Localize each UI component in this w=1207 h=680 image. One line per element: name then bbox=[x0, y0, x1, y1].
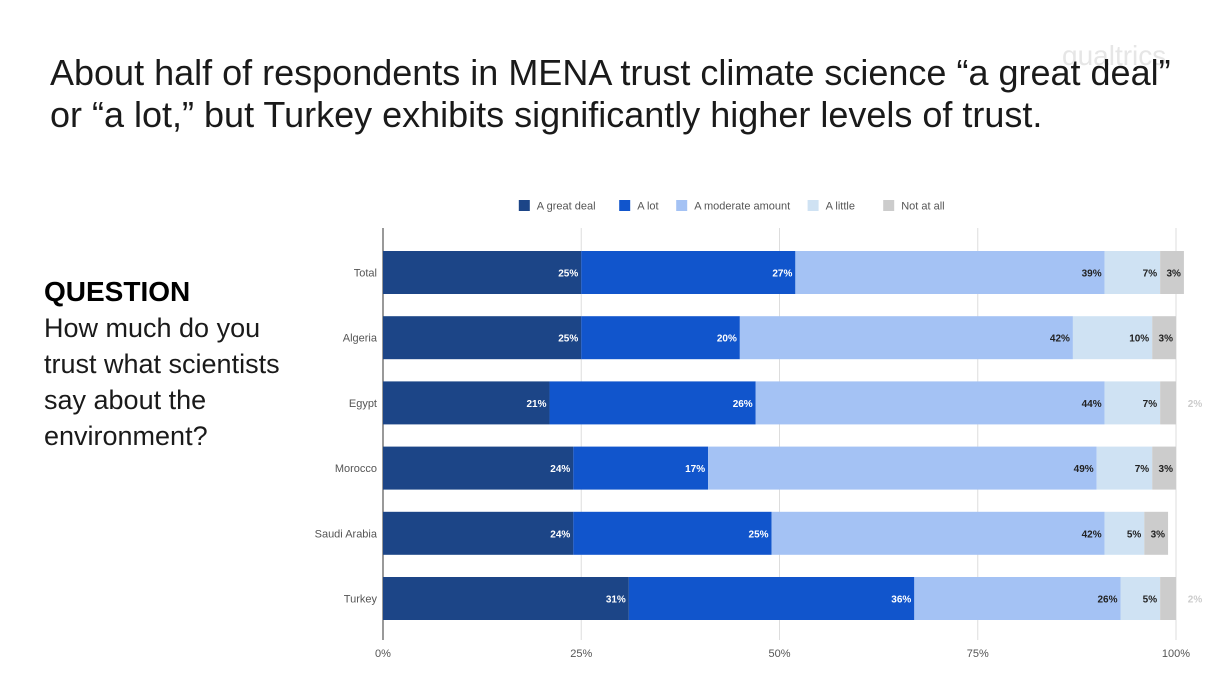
bar-segment bbox=[708, 446, 1097, 490]
x-tick-label: 100% bbox=[1162, 648, 1190, 660]
data-label: 39% bbox=[1082, 269, 1102, 280]
bar-segment bbox=[1072, 316, 1153, 360]
data-label: 26% bbox=[1097, 595, 1117, 606]
legend-swatch bbox=[619, 200, 631, 211]
bar-segment bbox=[383, 577, 629, 620]
bar-segment bbox=[628, 577, 915, 620]
data-label: 2% bbox=[1188, 399, 1203, 410]
bar-segment bbox=[795, 251, 1105, 294]
legend-label: Not at all bbox=[901, 201, 944, 213]
x-tick-label: 0% bbox=[375, 648, 391, 660]
bar-segment bbox=[549, 381, 756, 425]
bar-segment bbox=[1144, 511, 1169, 555]
category-label: Saudi Arabia bbox=[315, 528, 378, 540]
legend-swatch bbox=[676, 200, 688, 211]
bar-segment bbox=[1160, 251, 1184, 294]
bar-segment bbox=[581, 316, 740, 360]
data-label: 17% bbox=[685, 464, 705, 475]
bar-segment bbox=[383, 446, 574, 490]
category-label: Turkey bbox=[344, 594, 378, 606]
data-label: 3% bbox=[1159, 334, 1174, 345]
data-label: 25% bbox=[749, 529, 769, 540]
question-panel: QUESTION How much do you trust what scie… bbox=[44, 276, 304, 454]
question-text: How much do you trust what scientists sa… bbox=[44, 313, 280, 451]
legend-label: A moderate amount bbox=[694, 201, 790, 213]
bar-segment bbox=[1104, 251, 1161, 294]
data-label: 27% bbox=[772, 269, 792, 280]
data-label: 31% bbox=[606, 595, 626, 606]
bar-segment bbox=[1120, 577, 1161, 620]
legend-swatch bbox=[518, 200, 530, 211]
qualtrics-logo: qualtrics bbox=[1062, 40, 1167, 71]
bar-segment bbox=[1104, 511, 1145, 555]
data-label: 10% bbox=[1129, 334, 1149, 345]
bar-segment bbox=[755, 381, 1105, 425]
data-label: 20% bbox=[717, 334, 737, 345]
data-label: 24% bbox=[550, 529, 570, 540]
category-label: Morocco bbox=[335, 463, 377, 475]
data-label: 3% bbox=[1166, 269, 1181, 280]
x-tick-label: 25% bbox=[570, 648, 592, 660]
bar-segment bbox=[383, 316, 582, 360]
bar-segment bbox=[1160, 577, 1176, 620]
data-label: 7% bbox=[1143, 399, 1158, 410]
bar-segment bbox=[383, 251, 582, 294]
data-label: 5% bbox=[1127, 529, 1142, 540]
x-tick-label: 75% bbox=[967, 648, 989, 660]
data-label: 42% bbox=[1050, 334, 1070, 345]
x-tick-label: 50% bbox=[768, 648, 790, 660]
bar-segment bbox=[1104, 381, 1161, 425]
data-label: 36% bbox=[891, 595, 911, 606]
data-label: 26% bbox=[733, 399, 753, 410]
data-label: 42% bbox=[1082, 529, 1102, 540]
data-label: 44% bbox=[1082, 399, 1102, 410]
category-label: Algeria bbox=[343, 333, 378, 345]
data-label: 25% bbox=[558, 334, 578, 345]
legend-label: A lot bbox=[637, 201, 658, 213]
bar-segment bbox=[739, 316, 1073, 360]
data-label: 5% bbox=[1143, 595, 1158, 606]
bar-segment bbox=[581, 251, 796, 294]
page-title: About half of respondents in MENA trust … bbox=[50, 52, 1171, 135]
data-label: 21% bbox=[527, 399, 547, 410]
legend-label: A great deal bbox=[537, 201, 596, 213]
data-label: 2% bbox=[1188, 595, 1203, 606]
bar-segment bbox=[914, 577, 1121, 620]
legend-swatch bbox=[883, 200, 895, 211]
legend-label: A little bbox=[826, 201, 855, 213]
data-label: 3% bbox=[1151, 529, 1166, 540]
data-label: 24% bbox=[550, 464, 570, 475]
data-label: 25% bbox=[558, 269, 578, 280]
data-label: 7% bbox=[1135, 464, 1150, 475]
bar-segment bbox=[573, 511, 772, 555]
data-label: 3% bbox=[1159, 464, 1174, 475]
bar-segment bbox=[1160, 381, 1176, 425]
question-label: QUESTION bbox=[44, 276, 191, 307]
category-label: Total bbox=[354, 268, 377, 280]
data-label: 49% bbox=[1074, 464, 1094, 475]
bar-segment bbox=[383, 511, 574, 555]
bar-segment bbox=[1152, 316, 1176, 360]
bar-segment bbox=[771, 511, 1105, 555]
bar-segment bbox=[1096, 446, 1153, 490]
data-label: 7% bbox=[1143, 269, 1158, 280]
bar-segment bbox=[383, 381, 550, 425]
bar-segment bbox=[1152, 446, 1176, 490]
legend-swatch bbox=[807, 200, 819, 211]
category-label: Egypt bbox=[349, 398, 377, 410]
bar-segment bbox=[573, 446, 709, 490]
